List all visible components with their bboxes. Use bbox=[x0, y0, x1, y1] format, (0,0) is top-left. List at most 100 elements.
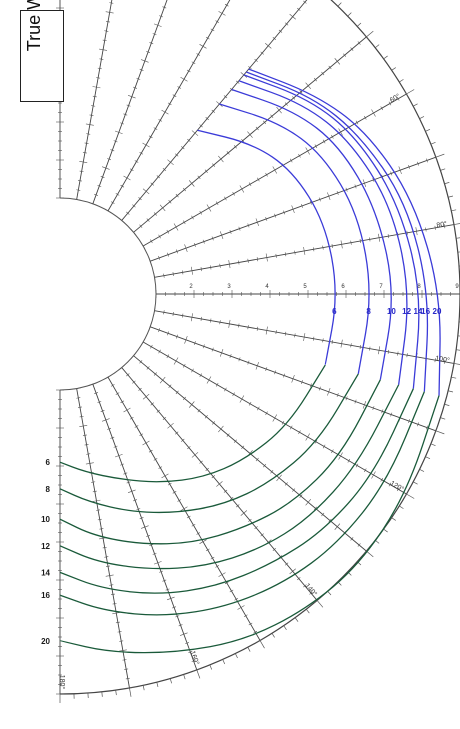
spoke-tick bbox=[354, 399, 357, 404]
spoke-tick bbox=[336, 393, 339, 398]
spoke-tick bbox=[99, 48, 108, 51]
spoke-tick bbox=[272, 37, 277, 41]
spoke-tick bbox=[219, 320, 221, 325]
rim-tick bbox=[440, 417, 446, 420]
spoke-tick bbox=[146, 51, 151, 53]
spoke-tick bbox=[224, 581, 229, 585]
spoke-tick bbox=[153, 273, 156, 282]
spoke-tick bbox=[340, 240, 343, 249]
spoke-tick bbox=[156, 409, 161, 413]
spoke-tick bbox=[72, 198, 81, 201]
spoke-tick bbox=[158, 349, 161, 354]
spoke-tick bbox=[190, 266, 193, 275]
spoke-tick bbox=[265, 216, 268, 221]
rim-tick bbox=[430, 141, 436, 145]
rim-tick bbox=[419, 469, 425, 472]
spoke-tick bbox=[219, 231, 224, 240]
rim-tick bbox=[209, 664, 213, 670]
spoke-tick bbox=[174, 431, 179, 435]
spoke-tick bbox=[299, 494, 303, 498]
spoke-tick bbox=[297, 7, 301, 11]
spoke-tick bbox=[79, 424, 88, 427]
spoke-tick bbox=[452, 359, 455, 368]
spoke-tick bbox=[186, 69, 191, 73]
spoke-tick bbox=[104, 208, 112, 214]
angle-label: 180° bbox=[58, 675, 66, 690]
rim-tick bbox=[425, 128, 431, 132]
spoke-tick bbox=[334, 523, 341, 530]
spoke-tick bbox=[281, 420, 285, 425]
spoke-tick bbox=[136, 77, 141, 80]
spoke-tick bbox=[140, 59, 149, 63]
spoke-tick bbox=[130, 352, 137, 359]
spoke-tick bbox=[183, 220, 186, 225]
spoke-tick bbox=[196, 532, 201, 535]
spoke-tick bbox=[263, 463, 267, 468]
spoke-tick bbox=[91, 105, 96, 107]
spoke-tick bbox=[355, 463, 359, 468]
spoke-line bbox=[92, 0, 168, 204]
spoke-tick bbox=[159, 204, 166, 212]
spoke-tick bbox=[239, 185, 245, 193]
spoke-tick bbox=[191, 659, 196, 662]
spoke-tick bbox=[318, 197, 321, 202]
rim-tick bbox=[444, 182, 450, 185]
spoke-tick bbox=[92, 95, 97, 98]
spoke-tick bbox=[89, 114, 94, 116]
series-upwind-14 bbox=[243, 74, 420, 389]
spoke-tick bbox=[79, 170, 84, 173]
spoke-tick bbox=[175, 390, 179, 395]
spoke-tick bbox=[182, 187, 186, 192]
spoke-tick bbox=[153, 372, 157, 376]
spoke-tick bbox=[338, 452, 343, 460]
spoke-tick bbox=[150, 344, 153, 349]
spoke-tick bbox=[322, 245, 324, 250]
spoke-tick bbox=[101, 166, 110, 170]
spoke-tick bbox=[199, 44, 207, 49]
spoke-tick bbox=[167, 482, 172, 486]
rim-tick bbox=[413, 103, 418, 107]
spoke-tick bbox=[191, 368, 194, 373]
spoke-tick bbox=[114, 130, 123, 135]
spoke-tick bbox=[110, 384, 115, 387]
spoke-tick bbox=[265, 326, 268, 335]
spoke-tick bbox=[229, 354, 232, 359]
spoke-tick bbox=[303, 584, 307, 588]
spoke-tick bbox=[275, 253, 277, 258]
spoke-tick bbox=[247, 131, 253, 138]
spoke-tick bbox=[363, 33, 370, 41]
spoke-tick bbox=[184, 335, 188, 344]
spoke-tick bbox=[76, 189, 81, 191]
spoke-tick bbox=[123, 407, 131, 413]
rim-tick bbox=[451, 376, 457, 379]
spoke-tick bbox=[265, 367, 268, 372]
spoke-tick bbox=[223, 95, 228, 99]
spoke-tick bbox=[322, 444, 326, 449]
radial-label: 5 bbox=[303, 284, 307, 290]
spoke-tick bbox=[91, 481, 96, 483]
spoke-tick bbox=[159, 15, 164, 18]
spoke-tick bbox=[179, 632, 188, 636]
radial-label: 2 bbox=[189, 284, 193, 290]
spoke-tick bbox=[219, 348, 224, 357]
spoke-tick bbox=[210, 318, 212, 323]
spoke-tick bbox=[79, 161, 88, 164]
spoke-tick bbox=[313, 597, 321, 604]
spoke-tick bbox=[172, 272, 174, 277]
spoke-tick bbox=[119, 640, 124, 642]
spoke-tick bbox=[215, 565, 220, 568]
spoke-tick bbox=[191, 130, 199, 136]
spoke-tick bbox=[77, 406, 82, 408]
spoke-tick bbox=[109, 2, 114, 4]
spoke-tick bbox=[248, 66, 252, 70]
spoke-tick bbox=[159, 570, 164, 573]
spoke-tick bbox=[172, 94, 177, 97]
spoke-tick bbox=[236, 504, 240, 508]
angle-label: 80° bbox=[436, 220, 448, 230]
spoke-tick bbox=[101, 418, 110, 422]
spoke-tick bbox=[191, 61, 196, 65]
spoke-tick bbox=[152, 33, 157, 36]
spoke-tick bbox=[183, 363, 186, 368]
spoke-tick bbox=[278, 29, 283, 33]
spoke-tick bbox=[200, 316, 202, 321]
